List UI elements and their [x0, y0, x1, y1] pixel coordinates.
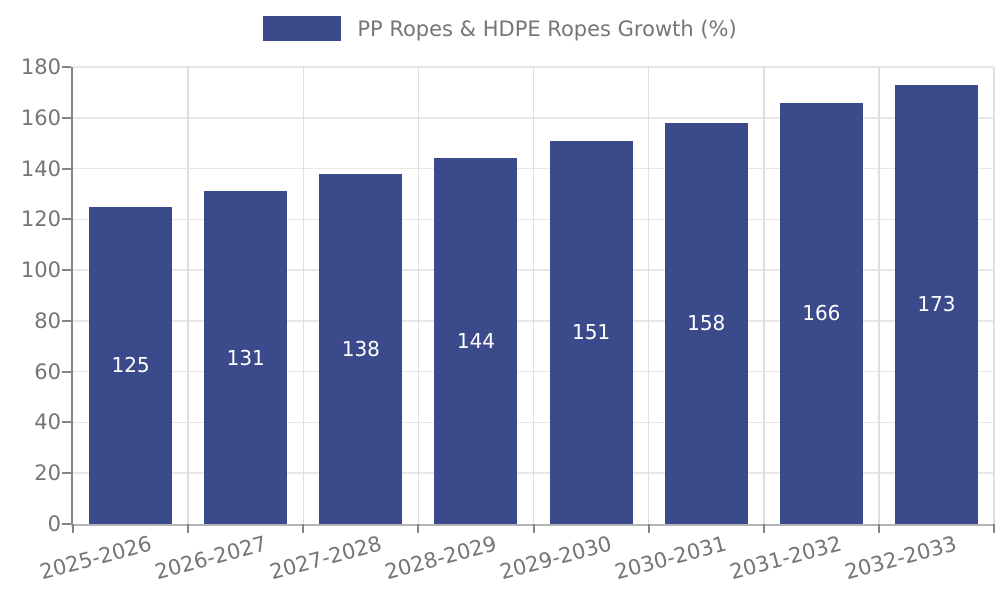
bar-value-label: 138	[341, 336, 380, 361]
y-axis-tick	[62, 370, 71, 373]
x-axis-tick	[302, 524, 305, 533]
x-axis-tick	[532, 524, 535, 533]
y-axis-tick	[62, 472, 71, 475]
y-axis-tick	[62, 523, 71, 525]
x-gridline	[532, 67, 535, 524]
x-gridline	[302, 67, 304, 524]
y-tick-label: 80	[34, 308, 61, 333]
y-axis-tick	[62, 167, 71, 170]
bar: 131	[204, 191, 288, 524]
chart-legend[interactable]: PP Ropes & HDPE Ropes Growth (%)	[0, 16, 1000, 41]
bar: 173	[894, 84, 978, 524]
x-axis-tick	[993, 524, 995, 533]
y-axis-tick	[62, 116, 71, 119]
x-axis-tick	[72, 524, 74, 533]
y-tick-label: 100	[20, 258, 61, 283]
y-tick-label: 160	[20, 105, 61, 130]
y-tick-label: 120	[20, 207, 61, 232]
x-gridline	[763, 67, 765, 524]
bar-value-label: 173	[917, 292, 956, 317]
bar-value-label: 166	[802, 301, 841, 326]
x-gridline	[647, 67, 650, 524]
x-axis-tick	[187, 524, 190, 533]
y-tick-label: 60	[34, 359, 61, 384]
bar: 166	[779, 102, 863, 524]
bar-value-label: 125	[111, 353, 150, 378]
y-axis-tick	[62, 269, 71, 272]
y-tick-label: 40	[34, 410, 61, 435]
x-axis-tick	[647, 524, 650, 533]
x-gridline	[187, 67, 189, 524]
x-gridline	[878, 67, 880, 524]
x-gridline	[993, 67, 995, 524]
y-tick-label: 0	[47, 512, 61, 536]
x-gridline	[417, 67, 420, 524]
plot-area: 125 131 138 144 151 158 166 173	[62, 66, 995, 533]
bar: 138	[319, 173, 403, 524]
y-axis-tick	[62, 319, 71, 322]
legend-swatch	[263, 16, 342, 41]
bar: 125	[89, 206, 173, 524]
bar-value-label: 144	[456, 329, 496, 354]
bar: 158	[664, 122, 748, 524]
y-tick-label: 180	[20, 55, 61, 79]
bar-value-label: 131	[226, 345, 265, 370]
x-axis-tick	[762, 524, 765, 533]
x-axis-tick	[877, 524, 880, 533]
bar-value-label: 158	[687, 311, 726, 336]
legend-label: PP Ropes & HDPE Ropes Growth (%)	[357, 16, 737, 41]
y-axis-tick	[62, 66, 71, 68]
bar-value-label: 151	[571, 320, 611, 345]
y-axis-tick	[62, 421, 71, 424]
bar: 144	[434, 158, 518, 524]
y-axis-line	[71, 67, 73, 526]
x-axis-tick	[417, 524, 420, 533]
y-axis-tick	[62, 218, 71, 221]
y-tick-label: 140	[20, 156, 61, 181]
y-tick-label: 20	[34, 461, 61, 486]
bar: 151	[549, 140, 633, 524]
